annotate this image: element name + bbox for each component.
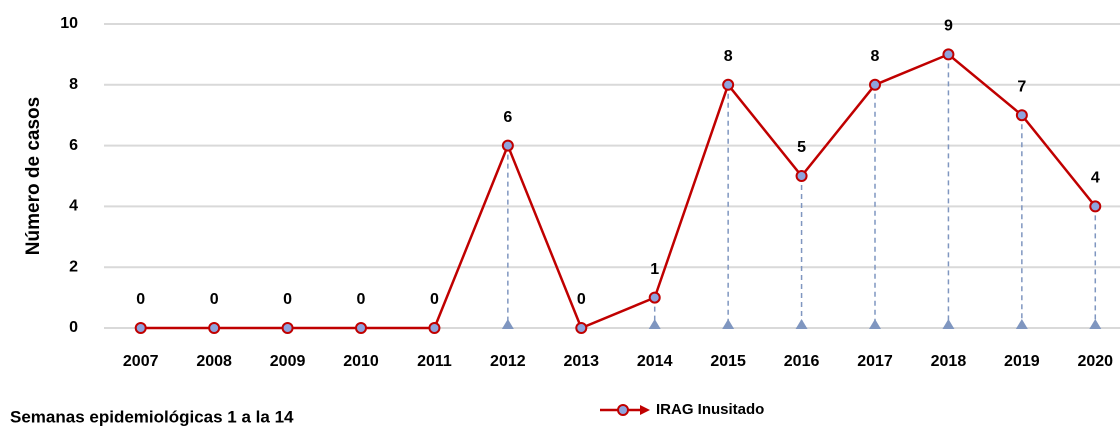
drop-marker	[1015, 319, 1028, 329]
x-tick-label: 2009	[270, 353, 306, 370]
x-tick-label: 2007	[123, 353, 159, 370]
x-tick-label: 2011	[417, 353, 452, 370]
point	[1089, 200, 1102, 213]
point	[355, 322, 367, 334]
x-tick-label: 2010	[343, 353, 379, 370]
x-tick-label: 2019	[1004, 353, 1040, 370]
point	[795, 170, 808, 182]
data-label: 9	[944, 18, 953, 35]
y-tick-label: 8	[69, 76, 78, 93]
point	[281, 322, 294, 334]
point	[134, 322, 147, 334]
drop-marker	[1089, 319, 1102, 329]
x-axis-label: Semanas epidemiológicas 1 a la 14	[10, 407, 294, 426]
point	[722, 78, 735, 91]
data-label: 0	[210, 291, 219, 308]
point	[575, 322, 588, 334]
drop-marker	[942, 319, 955, 329]
legend-label: IRAG Inusitado	[656, 401, 764, 418]
drop-marker	[722, 319, 735, 329]
legend-marker	[617, 404, 629, 416]
data-label: 1	[650, 261, 659, 278]
point	[942, 48, 955, 61]
x-tick-label: 2018	[931, 353, 967, 370]
drop-marker	[795, 319, 808, 329]
point	[501, 139, 514, 152]
y-tick-label: 0	[69, 319, 78, 336]
point	[208, 322, 221, 334]
drop-marker	[648, 319, 661, 329]
y-tick-label: 10	[60, 15, 78, 32]
data-label: 0	[357, 291, 366, 308]
series-line	[140, 52, 1097, 330]
data-label: 6	[503, 109, 512, 126]
x-tick-label: 2013	[563, 353, 599, 370]
point	[428, 322, 441, 334]
data-label: 0	[136, 291, 145, 308]
y-tick-label: 6	[69, 137, 78, 154]
x-tick-label: 2017	[857, 353, 893, 370]
data-label: 8	[871, 48, 880, 65]
data-label: 0	[577, 291, 586, 308]
legend-arrow	[640, 405, 650, 415]
y-axis-label: Número de casos	[23, 97, 44, 255]
drop-marker	[869, 319, 881, 329]
x-tick-label: 2008	[196, 353, 232, 370]
point	[648, 291, 661, 304]
data-label: 7	[1017, 78, 1026, 95]
data-label: 4	[1091, 170, 1100, 187]
drop-marker	[501, 319, 514, 329]
data-label: 5	[797, 139, 806, 156]
x-tick-label: 2020	[1077, 353, 1113, 370]
data-label: 8	[724, 48, 733, 65]
x-tick-label: 2016	[784, 353, 820, 370]
point	[1015, 109, 1028, 122]
x-tick-label: 2014	[637, 353, 673, 370]
y-tick-label: 2	[69, 258, 78, 275]
y-tick-label: 4	[69, 198, 78, 215]
data-label: 0	[283, 291, 292, 308]
x-tick-label: 2015	[710, 353, 746, 370]
x-tick-label: 2012	[490, 353, 526, 370]
data-label: 0	[430, 291, 439, 308]
point	[869, 78, 881, 91]
